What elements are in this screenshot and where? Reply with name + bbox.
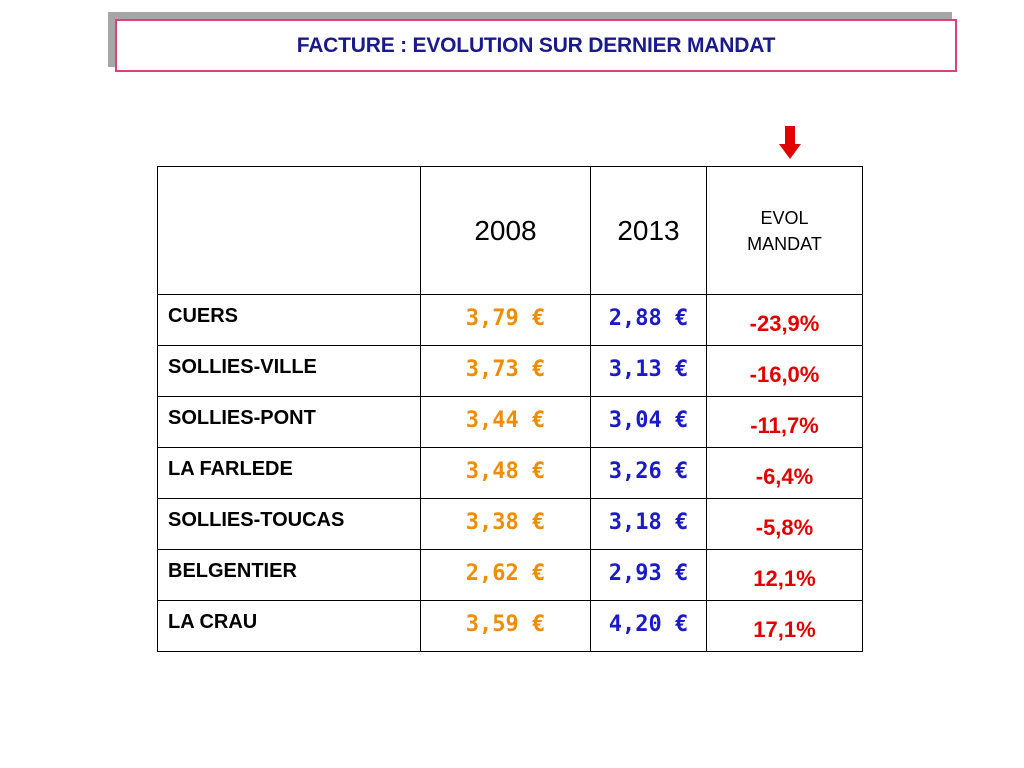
price-2013: 2,88 € (608, 305, 689, 331)
commune-name-cell: BELGENTIER (157, 549, 421, 601)
evolution-percent-cell: -23,9% (706, 294, 863, 346)
header-2013: 2013 (590, 166, 707, 295)
price-2008: 3,48 € (465, 458, 546, 484)
table-row: SOLLIES-TOUCAS 3,38 € 3,18 € -5,8% (157, 498, 863, 550)
header-evol-line2: MANDAT (747, 233, 822, 254)
evolution-percent-cell: -16,0% (706, 345, 863, 397)
evolution-percent: -6,4% (755, 464, 814, 489)
header-2008: 2008 (420, 166, 591, 295)
commune-name: BELGENTIER (168, 559, 297, 582)
commune-name: SOLLIES-PONT (168, 406, 316, 429)
price-2008-cell: 3,73 € (420, 345, 591, 397)
header-evol-line1: EVOL (760, 207, 809, 228)
evolution-percent: 12,1% (753, 566, 816, 591)
price-2008-cell: 3,79 € (420, 294, 591, 346)
price-2008-cell: 3,44 € (420, 396, 591, 448)
price-2013-cell: 4,20 € (590, 600, 707, 652)
price-2013: 3,04 € (608, 407, 689, 433)
price-2013-cell: 3,04 € (590, 396, 707, 448)
header-row: 2008 2013 EVOL MANDAT (157, 166, 863, 295)
evolution-percent-cell: -11,7% (706, 396, 863, 448)
evolution-percent: -16,0% (749, 362, 820, 387)
evolution-percent: -11,7% (750, 413, 819, 438)
header-name-cell (157, 166, 421, 295)
commune-name-cell: SOLLIES-VILLE (157, 345, 421, 397)
table-row: BELGENTIER 2,62 € 2,93 € 12,1% (157, 549, 863, 601)
price-2008: 2,62 € (465, 560, 546, 586)
comparison-table: 2008 2013 EVOL MANDAT CUERS 3,79 € 2,88 € -… (157, 166, 863, 652)
table-row: SOLLIES-VILLE 3,73 € 3,13 € -16,0% (157, 345, 863, 397)
evolution-percent-cell: -6,4% (706, 447, 863, 499)
price-2013: 3,13 € (608, 356, 689, 382)
price-2008: 3,73 € (465, 356, 546, 382)
price-2013-cell: 3,13 € (590, 345, 707, 397)
price-2008-cell: 3,38 € (420, 498, 591, 550)
price-2008-cell: 3,59 € (420, 600, 591, 652)
commune-name: SOLLIES-TOUCAS (168, 508, 345, 531)
commune-name: CUERS (168, 304, 239, 327)
table-row: LA CRAU 3,59 € 4,20 € 17,1% (157, 600, 863, 652)
price-2008: 3,38 € (465, 509, 546, 535)
evolution-percent: -5,8% (755, 515, 814, 540)
table-row: LA FARLEDE 3,48 € 3,26 € -6,4% (157, 447, 863, 499)
price-2013: 2,93 € (608, 560, 689, 586)
commune-name: LA CRAU (168, 610, 258, 633)
table-row: CUERS 3,79 € 2,88 € -23,9% (157, 294, 863, 346)
commune-name-cell: CUERS (157, 294, 421, 346)
commune-name: LA FARLEDE (168, 457, 293, 480)
price-2008: 3,44 € (465, 407, 546, 433)
price-2013: 3,26 € (608, 458, 689, 484)
commune-name-cell: SOLLIES-TOUCAS (157, 498, 421, 550)
price-2013-cell: 3,18 € (590, 498, 707, 550)
header-evol: EVOL MANDAT (706, 166, 863, 295)
price-2013: 4,20 € (608, 611, 689, 637)
evolution-percent: 17,1% (753, 617, 816, 642)
evolution-percent-cell: 12,1% (706, 549, 863, 601)
price-2008-cell: 2,62 € (420, 549, 591, 601)
title-box: FACTURE : EVOLUTION SUR DERNIER MANDAT (115, 19, 957, 72)
price-2008: 3,79 € (465, 305, 546, 331)
price-2013-cell: 2,93 € (590, 549, 707, 601)
red-down-arrow-icon (779, 126, 801, 159)
price-2013: 3,18 € (608, 509, 689, 535)
evolution-percent-cell: 17,1% (706, 600, 863, 652)
commune-name-cell: LA FARLEDE (157, 447, 421, 499)
price-2013-cell: 2,88 € (590, 294, 707, 346)
slide-title: FACTURE : EVOLUTION SUR DERNIER MANDAT (296, 33, 776, 57)
commune-name-cell: LA CRAU (157, 600, 421, 652)
commune-name-cell: SOLLIES-PONT (157, 396, 421, 448)
price-2008: 3,59 € (465, 611, 546, 637)
evolution-percent-cell: -5,8% (706, 498, 863, 550)
evolution-percent: -23,9% (749, 311, 820, 336)
price-2008-cell: 3,48 € (420, 447, 591, 499)
price-2013-cell: 3,26 € (590, 447, 707, 499)
table-row: SOLLIES-PONT 3,44 € 3,04 € -11,7% (157, 396, 863, 448)
commune-name: SOLLIES-VILLE (168, 355, 317, 378)
